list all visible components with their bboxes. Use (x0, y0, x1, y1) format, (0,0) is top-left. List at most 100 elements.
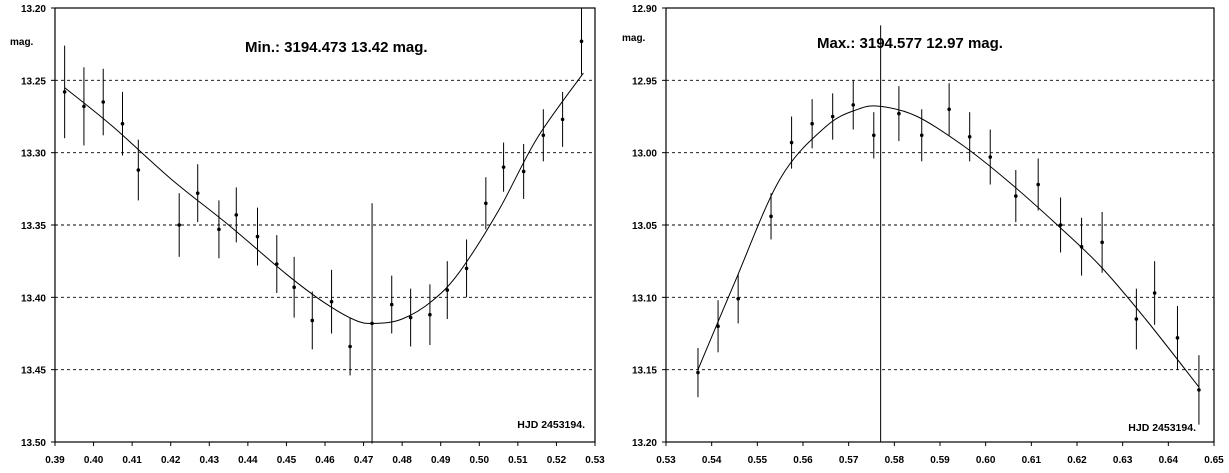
x-tick-label: 0.41 (122, 455, 142, 466)
x-tick-label: 0.65 (1204, 455, 1224, 466)
data-point (464, 266, 469, 271)
data-point (579, 39, 584, 44)
data-point (310, 318, 315, 323)
fit-curve-group (64, 72, 584, 325)
data-point (810, 121, 814, 126)
data-point (1058, 223, 1063, 227)
x-tick-label: 0.47 (354, 455, 374, 466)
x-tick-label: 0.50 (470, 455, 490, 466)
y-unit-label: mag. (622, 33, 646, 44)
x-tick-label: 0.61 (1022, 455, 1042, 466)
data-point (408, 315, 413, 320)
data-point (988, 155, 993, 159)
data-point (789, 140, 794, 145)
x-tick-label: 0.48 (392, 455, 412, 466)
data-point (947, 107, 951, 112)
data-point (716, 324, 720, 329)
x-tick-label: 0.54 (702, 455, 722, 466)
data-point (696, 370, 700, 375)
data-point (967, 134, 972, 139)
data-point (292, 285, 296, 290)
data-point (329, 299, 334, 304)
fit-curve (64, 72, 584, 325)
y-tick-label: 12.95 (632, 76, 657, 87)
data-point (851, 103, 856, 107)
x-tick-label: 0.59 (930, 455, 950, 466)
x-tick-label: 0.60 (976, 455, 996, 466)
data-point (736, 296, 740, 301)
x-tick-label: 0.53 (656, 455, 676, 466)
y-tick-label: 13.45 (21, 366, 46, 377)
y-tick-label: 13.20 (21, 4, 46, 15)
x-tick-label: 0.44 (238, 455, 258, 466)
data-point (445, 288, 450, 292)
y-tick-label: 13.00 (632, 149, 657, 160)
panel-minimum: 13.20 13.25 13.30 13.35 13.40 13.45 13.50 0.39… (10, 4, 605, 466)
y-tick-label: 13.50 (21, 438, 46, 449)
panel-maximum: 12.90 12.95 13.00 13.05 13.10 13.15 13.20 0.53… (622, 4, 1224, 466)
maximum-annotation: Max.: 3194.577 12.97 mag. (817, 35, 1003, 52)
y-tick-label: 13.25 (21, 76, 46, 87)
data-point (234, 213, 239, 217)
x-tick-label: 0.42 (161, 455, 181, 466)
y-tick-label: 13.10 (632, 293, 657, 304)
y-tick-label: 13.15 (632, 366, 657, 377)
x-tick-label: 0.53 (585, 455, 605, 466)
data-point (1036, 182, 1040, 187)
x-tick-label: 0.45 (277, 455, 297, 466)
x-tick-label: 0.52 (547, 455, 567, 466)
x-tick-label: 0.55 (748, 455, 768, 466)
data-point (1197, 388, 1201, 392)
x-tick-labels: 0.39 0.40 0.41 0.42 0.43 0.44 0.45 0.46 0.47 0.48… (45, 442, 605, 466)
data-point (177, 223, 181, 227)
y-tick-label: 13.20 (632, 438, 657, 449)
x-tick-label: 0.63 (1113, 455, 1133, 466)
data-point (274, 262, 279, 266)
x-tick-label: 0.43 (200, 455, 220, 466)
hjd-label: HJD 2453194. (1128, 422, 1196, 434)
data-point (830, 114, 835, 119)
data-point (428, 312, 432, 317)
plot-frame (665, 7, 1215, 443)
data-point (255, 234, 260, 239)
data-points-group (62, 8, 584, 444)
data-point (484, 201, 488, 206)
x-tick-label: 0.39 (45, 455, 65, 466)
data-point (1014, 194, 1018, 198)
x-tick-labels: 0.53 0.54 0.55 0.56 0.57 0.58 0.59 0.60 0.61 0.62… (656, 442, 1224, 466)
data-point (370, 321, 374, 326)
data-point (1152, 291, 1157, 295)
data-point (348, 344, 352, 349)
data-point (919, 133, 924, 138)
x-tick-label: 0.64 (1159, 455, 1179, 466)
data-points-group (696, 80, 1201, 425)
hjd-label: HJD 2453194. (517, 419, 585, 431)
x-tick-label: 0.58 (885, 455, 905, 466)
fit-curve (697, 105, 1200, 388)
data-point (769, 214, 773, 219)
x-tick-label: 0.40 (84, 455, 104, 466)
x-tick-label: 0.46 (315, 455, 335, 466)
y-tick-labels: 12.90 12.95 13.00 13.05 13.10 13.15 13.20 (632, 4, 666, 449)
data-point (217, 227, 221, 232)
data-point (871, 133, 876, 138)
gridlines (666, 79, 1214, 371)
data-point (62, 90, 67, 94)
x-tick-label: 0.56 (793, 455, 813, 466)
data-point (1175, 336, 1180, 340)
data-point (1079, 244, 1084, 249)
y-tick-label: 13.05 (632, 221, 657, 232)
gridlines (55, 79, 595, 371)
data-point (120, 121, 125, 126)
y-tick-label: 13.30 (21, 149, 46, 160)
y-tick-label: 13.40 (21, 293, 46, 304)
x-tick-label: 0.51 (508, 455, 528, 466)
data-point (1100, 240, 1104, 245)
x-tick-label: 0.57 (839, 455, 859, 466)
x-tick-label: 0.49 (431, 455, 451, 466)
data-point (560, 117, 565, 122)
data-point (195, 191, 200, 195)
y-tick-label: 12.90 (632, 4, 657, 15)
fit-curve-group (697, 25, 1200, 442)
